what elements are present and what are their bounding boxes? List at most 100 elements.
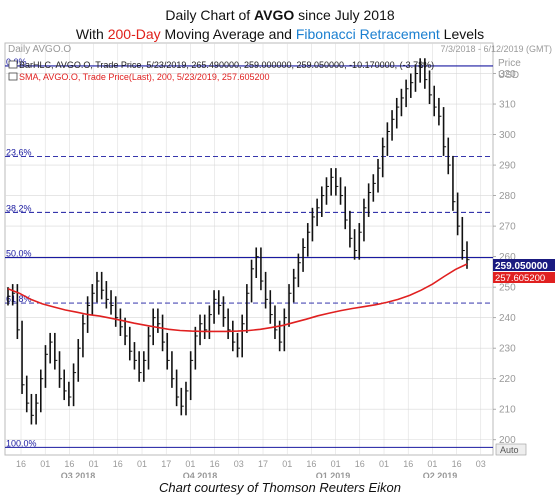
price-bar bbox=[217, 290, 222, 315]
x-tick-label: 01 bbox=[40, 459, 50, 469]
price-bar bbox=[175, 369, 180, 407]
y-tick-label: 320 bbox=[499, 69, 516, 80]
price-bar bbox=[452, 155, 456, 211]
price-bar bbox=[391, 110, 395, 141]
x-tick-label: 16 bbox=[403, 459, 413, 469]
title-fib-text: Fibonacci Retracement bbox=[295, 26, 440, 42]
y-tick-label: 290 bbox=[499, 161, 516, 172]
x-tick-label: 01 bbox=[331, 459, 341, 469]
price-bar bbox=[428, 70, 433, 105]
price-bar bbox=[292, 268, 297, 303]
price-axis-label: Price bbox=[498, 58, 521, 69]
price-bar bbox=[213, 290, 217, 324]
x-quarter-label: Q1 2019 bbox=[316, 471, 351, 478]
price-bar bbox=[133, 342, 137, 370]
x-tick-label: 16 bbox=[452, 459, 462, 469]
y-tick-label: 240 bbox=[499, 313, 516, 324]
legend-bar-box[interactable] bbox=[8, 60, 18, 69]
title-line2-middle: Moving Average and bbox=[160, 26, 296, 42]
price-bar bbox=[180, 387, 184, 416]
price-bar bbox=[11, 284, 16, 306]
price-bar bbox=[316, 198, 320, 227]
price-bar bbox=[25, 375, 30, 413]
legend-sma-box[interactable] bbox=[8, 72, 18, 81]
x-tick-label: 01 bbox=[427, 459, 437, 469]
price-bar bbox=[419, 58, 423, 83]
price-bar bbox=[7, 287, 11, 306]
price-bar bbox=[241, 314, 245, 358]
price-bar bbox=[110, 290, 114, 315]
x-axis: 16 01 16 01 16 01 17 01 16 03 17 01 16 01 16 01 16 01 16 03… bbox=[16, 459, 486, 478]
price-bar bbox=[138, 351, 142, 382]
price-bar bbox=[456, 192, 461, 236]
price-bar bbox=[63, 369, 67, 401]
price-bar bbox=[82, 314, 86, 358]
price-bar bbox=[222, 296, 226, 327]
y-tick-label: 260 bbox=[499, 252, 516, 263]
sma-value: 257.605200 bbox=[495, 273, 545, 284]
x-tick-label: 01 bbox=[185, 459, 195, 469]
price-bar bbox=[194, 326, 198, 370]
x-tick-label: 16 bbox=[64, 459, 74, 469]
price-bar bbox=[250, 259, 255, 303]
price-bar bbox=[72, 363, 77, 407]
last-price-value: 259.050000 bbox=[495, 261, 548, 272]
x-tick-label: 16 bbox=[306, 459, 316, 469]
price-bar bbox=[91, 284, 95, 315]
price-bar bbox=[114, 296, 119, 327]
x-tick-label: 01 bbox=[89, 459, 99, 469]
price-bar bbox=[157, 308, 161, 333]
price-bar bbox=[236, 332, 240, 358]
x-tick-label: 01 bbox=[137, 459, 147, 469]
chart-title-block: Daily Chart of AVGO since July 2018 With… bbox=[0, 6, 560, 44]
price-bar bbox=[189, 351, 194, 401]
price-bar bbox=[433, 85, 437, 117]
price-bar bbox=[363, 198, 367, 242]
price-bar bbox=[325, 177, 329, 205]
price-bar bbox=[44, 345, 48, 388]
chart-title-line2: With 200-Day Moving Average and Fibonacc… bbox=[0, 25, 560, 44]
x-tick-label: 01 bbox=[282, 459, 292, 469]
price-bar bbox=[367, 183, 372, 217]
price-bar bbox=[166, 332, 170, 370]
price-bar bbox=[409, 73, 414, 98]
y-tick-label: 220 bbox=[499, 374, 516, 385]
price-bar bbox=[335, 168, 339, 196]
last-price-tag bbox=[493, 259, 555, 271]
fib-label: 23.6% bbox=[6, 148, 32, 158]
price-bar bbox=[171, 351, 175, 388]
title-prefix: Daily Chart of bbox=[165, 7, 255, 23]
price-bar bbox=[96, 271, 100, 303]
price-bar bbox=[447, 137, 451, 175]
auto-scale-label: Auto bbox=[500, 445, 519, 455]
price-bar bbox=[143, 351, 147, 382]
x-tick-label: 16 bbox=[16, 459, 26, 469]
legend-sma-text: SMA, AVGO.O, Trade Price(Last), 200, 5/2… bbox=[19, 72, 269, 82]
price-bar bbox=[405, 79, 409, 108]
price-bar bbox=[274, 305, 278, 340]
y-axis: 200 210 220 230 240 250 260 270 280 290 300 310 320 bbox=[493, 69, 516, 446]
price-bar bbox=[400, 88, 404, 117]
price-bar bbox=[100, 271, 105, 300]
title-line2-suffix: Levels bbox=[439, 26, 485, 42]
fib-label: 38.2% bbox=[6, 203, 32, 213]
price-bar bbox=[128, 326, 133, 361]
price-bar bbox=[21, 320, 25, 394]
price-bar bbox=[30, 393, 34, 425]
auto-scale-button[interactable] bbox=[495, 443, 527, 456]
price-bar bbox=[185, 381, 189, 416]
price-bar bbox=[461, 216, 465, 260]
price-bar bbox=[54, 332, 58, 370]
y-tick-label: 200 bbox=[499, 435, 516, 446]
x-tick-label: 03 bbox=[476, 459, 486, 469]
price-bar bbox=[208, 305, 212, 340]
stock-chart: 0.0%23.6%38.2%50.0%61.8%100.0% 200210220… bbox=[4, 42, 555, 478]
price-bar bbox=[424, 58, 428, 89]
price-bar bbox=[161, 314, 166, 352]
price-bar bbox=[124, 317, 128, 346]
price-bar bbox=[377, 158, 381, 193]
price-bar bbox=[288, 284, 292, 327]
y-tick-label: 230 bbox=[499, 344, 516, 355]
price-bar bbox=[339, 177, 344, 205]
y-tick-label: 270 bbox=[499, 222, 516, 233]
